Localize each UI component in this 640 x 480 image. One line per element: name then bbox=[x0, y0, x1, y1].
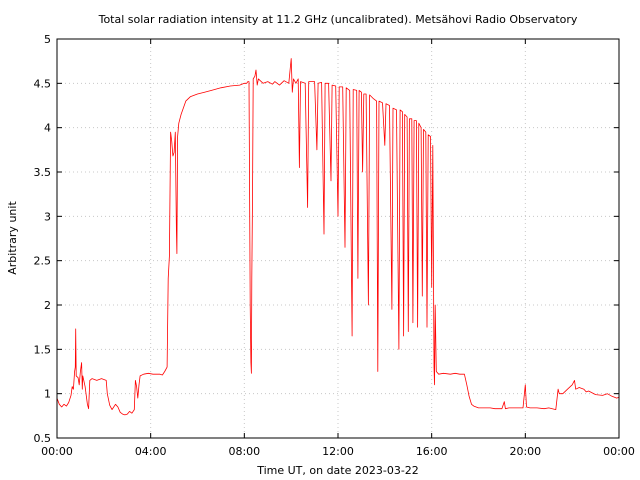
x-axis-label: Time UT, on date 2023-03-22 bbox=[256, 464, 419, 477]
y-tick-label: 1.5 bbox=[34, 343, 52, 356]
x-tick-label: 08:00 bbox=[228, 445, 260, 458]
y-tick-label: 2 bbox=[44, 299, 51, 312]
y-tick-label: 1 bbox=[44, 388, 51, 401]
y-axis-label: Arbitrary unit bbox=[6, 201, 19, 275]
x-tick-label: 12:00 bbox=[322, 445, 354, 458]
y-tick-label: 0.5 bbox=[34, 432, 52, 445]
y-tick-label: 4.5 bbox=[34, 77, 52, 90]
y-tick-label: 5 bbox=[44, 33, 51, 46]
x-tick-label: 04:00 bbox=[135, 445, 167, 458]
ticks: 0.5 1 1.5 2 2.5 3 3.5 4 4.5 5 00:00 04:00 08:00 12:00… bbox=[34, 33, 635, 458]
x-tick-label: 00:00 bbox=[41, 445, 73, 458]
y-tick-label: 3.5 bbox=[34, 166, 52, 179]
plot-frame bbox=[56, 38, 620, 439]
grid bbox=[57, 39, 619, 438]
y-tick-label: 3 bbox=[44, 210, 51, 223]
chart-title: Total solar radiation intensity at 11.2 … bbox=[98, 13, 578, 26]
y-tick-label: 2.5 bbox=[34, 255, 52, 268]
series-layer bbox=[56, 58, 620, 416]
x-tick-label: 00:00 bbox=[603, 445, 635, 458]
x-tick-label: 20:00 bbox=[509, 445, 541, 458]
series-line bbox=[56, 58, 620, 416]
y-tick-label: 4 bbox=[44, 122, 51, 135]
x-tick-label: 16:00 bbox=[416, 445, 448, 458]
